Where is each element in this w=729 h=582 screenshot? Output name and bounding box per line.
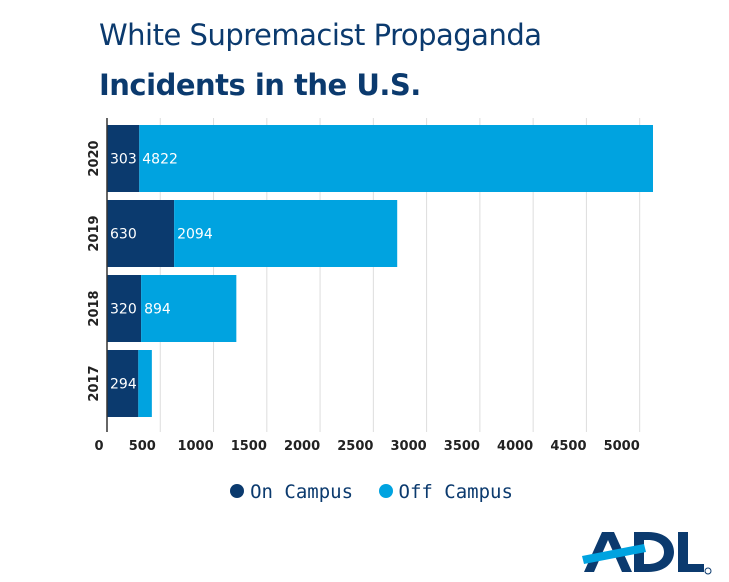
y-tick-label: 2019 <box>87 215 102 251</box>
data-label: 894 <box>144 302 171 318</box>
bar-on-campus <box>107 350 139 417</box>
x-tick-label: 3500 <box>444 439 480 454</box>
chart-subtitle: Incidents in the U.S. <box>99 68 421 102</box>
data-label: 2094 <box>177 227 213 243</box>
data-label: 630 <box>110 227 137 243</box>
x-tick-label: 1500 <box>231 439 267 454</box>
bar-on-campus <box>107 200 175 267</box>
x-tick-label: 0 <box>94 439 103 454</box>
bar-on-campus <box>107 125 140 192</box>
x-tick-label: 1000 <box>177 439 213 454</box>
y-tick-label: 2017 <box>87 365 102 401</box>
y-tick-label: 2020 <box>87 140 102 176</box>
x-tick-label: 500 <box>129 439 156 454</box>
x-tick-label: 2000 <box>284 439 320 454</box>
y-tick-label: 2018 <box>87 290 102 326</box>
bar-off-campus <box>174 200 398 267</box>
adl-logo <box>582 532 712 575</box>
bar-off-campus <box>139 125 653 192</box>
x-tick-label: 4500 <box>550 439 586 454</box>
chart-title: White Supremacist Propaganda <box>99 18 542 52</box>
data-label: 294 <box>110 377 137 393</box>
legend-swatch-off-campus <box>378 484 393 498</box>
x-tick-label: 4000 <box>497 439 533 454</box>
bar-on-campus <box>107 275 142 342</box>
legend-label-off-campus: Off Campus <box>398 481 513 503</box>
x-tick-label: 5000 <box>604 439 640 454</box>
bar-off-campus <box>138 350 152 417</box>
bar-off-campus <box>141 275 237 342</box>
x-tick-label: 3000 <box>391 439 427 454</box>
data-label: 320 <box>110 302 137 318</box>
legend-label-on-campus: On Campus <box>250 481 354 503</box>
legend: On Campus Off Campus <box>0 481 729 503</box>
data-label: 4822 <box>142 152 178 168</box>
legend-swatch-on-campus <box>230 484 245 498</box>
x-tick-label: 2500 <box>337 439 373 454</box>
data-label: 303 <box>110 152 137 168</box>
